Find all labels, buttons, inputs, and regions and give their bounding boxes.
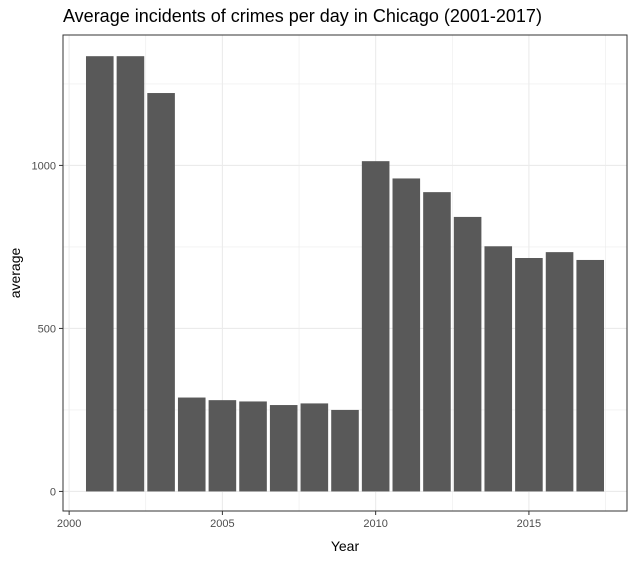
y-tick-label: 1000 — [32, 160, 56, 172]
x-axis: 2000 2005 2010 2015 — [57, 511, 541, 530]
bar-2001 — [85, 56, 114, 492]
bar-2008 — [300, 403, 329, 492]
y-axis: 0 500 1000 — [32, 160, 63, 498]
x-tick-label: 2010 — [363, 518, 387, 530]
bar-2006 — [239, 401, 267, 492]
bar-2003 — [147, 93, 175, 492]
bar-2017 — [576, 259, 605, 492]
x-tick-label: 2000 — [57, 518, 81, 530]
bar-2014 — [484, 246, 513, 492]
bar-2013 — [453, 216, 482, 492]
bar-2015 — [515, 258, 543, 492]
y-tick-label: 500 — [38, 323, 56, 335]
bar-2002 — [116, 56, 145, 492]
x-tick-label: 2015 — [517, 518, 541, 530]
y-tick-label: 0 — [50, 486, 56, 498]
bar-2004 — [177, 397, 206, 492]
bar-2012 — [423, 192, 451, 492]
panel-border — [62, 34, 628, 512]
bar-2010 — [361, 161, 390, 492]
bar-2005 — [208, 400, 237, 492]
x-axis-title: Year — [331, 538, 360, 554]
chart-title: Average incidents of crimes per day in C… — [63, 6, 542, 26]
x-tick-label: 2005 — [210, 518, 234, 530]
y-axis-title: average — [7, 247, 23, 298]
bar-2011 — [392, 178, 421, 492]
bar-2009 — [331, 409, 359, 492]
bars — [85, 56, 605, 492]
bar-2016 — [545, 252, 574, 492]
bar-2007 — [269, 405, 298, 492]
